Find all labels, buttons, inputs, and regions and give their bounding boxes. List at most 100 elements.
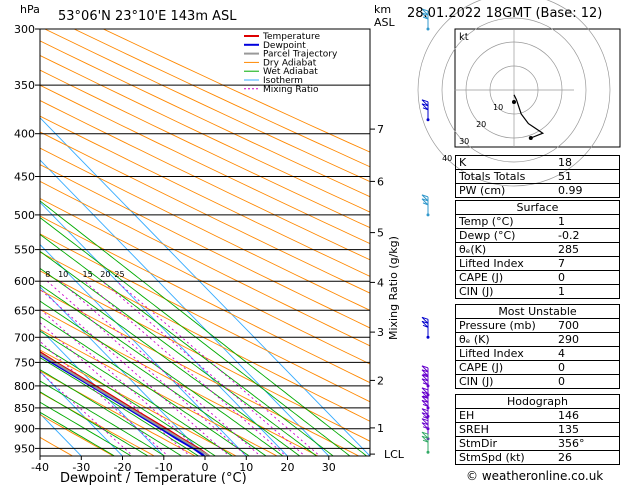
table-row: StmDir 356° <box>455 436 620 451</box>
dry-adiabat-line <box>40 251 370 422</box>
km-tick-label: 1 <box>377 422 384 435</box>
row-value: 135 <box>555 422 620 437</box>
most-unstable-table: Most Unstable Pressure (mb) 700 θₑ (K) 290 Li… <box>455 304 620 389</box>
pressure-tick-label: 450 <box>14 171 35 184</box>
pressure-tick-label: 300 <box>14 23 35 36</box>
dry-adiabat-line <box>40 414 115 456</box>
wet-adiabat-line <box>40 357 200 456</box>
wet-adiabat-line <box>40 217 351 456</box>
row-value: 26 <box>555 450 620 465</box>
table-title: Hodograph <box>455 394 620 409</box>
wet-adiabat-line <box>40 200 368 456</box>
legend-entry: Dewpoint <box>263 41 306 51</box>
hodograph-frame <box>454 28 621 148</box>
km-unit-label: km <box>374 3 391 16</box>
temperature-tick-label: 20 <box>281 461 295 474</box>
dry-adiabat-line <box>40 308 319 456</box>
wind-barb-flags <box>421 194 429 206</box>
row-label: Totals Totals <box>455 169 555 184</box>
wind-barb-flags <box>421 374 429 386</box>
mixing-ratio-line <box>40 340 169 456</box>
km-tick-label: 3 <box>377 326 384 339</box>
pressure-tick-label: 850 <box>14 402 35 415</box>
table-row: CAPE (J) 0 <box>455 270 620 285</box>
temperature-tick-label: 0 <box>202 461 209 474</box>
table-title: Most Unstable <box>455 304 620 319</box>
table-row: Pressure (mb) 700 <box>455 318 620 333</box>
hodograph-ring-label: 40 <box>442 154 452 163</box>
row-label: K <box>455 155 555 170</box>
table-row: CAPE (J) 0 <box>455 360 620 375</box>
temperature-tick-label: -40 <box>31 461 49 474</box>
mixing-ratio-line <box>84 280 287 456</box>
mixing-ratio-line <box>40 322 191 456</box>
row-value: 0 <box>555 270 620 285</box>
mixing-ratio-label: 4 <box>7 270 12 279</box>
wet-adiabat-line <box>40 250 318 456</box>
pressure-tick-label: 750 <box>14 356 35 369</box>
row-label: CIN (J) <box>455 374 555 389</box>
wet-adiabat-line <box>40 344 217 456</box>
hodograph-unit-label: kt <box>459 32 469 43</box>
table-row: θₑ (K) 290 <box>455 332 620 347</box>
mixing-ratio-line <box>59 280 261 456</box>
wind-barb-base <box>426 335 430 339</box>
dry-adiabat-line <box>40 147 370 311</box>
hodograph-ring-label: 30 <box>459 137 469 146</box>
mixing-ratio-line <box>40 371 134 456</box>
row-label: StmDir <box>455 436 555 451</box>
wet-adiabat-line <box>40 369 183 456</box>
row-label: Pressure (mb) <box>455 318 555 333</box>
row-label: Lifted Index <box>455 256 555 271</box>
mixing-ratio-label: 8 <box>45 270 50 279</box>
wet-adiabat-line <box>40 316 250 456</box>
pressure-tick-label: 500 <box>14 209 35 222</box>
row-label: EH <box>455 408 555 423</box>
wet-adiabat-line <box>40 300 267 456</box>
legend-entry: Parcel Trajectory <box>263 50 338 60</box>
row-label: CAPE (J) <box>455 360 555 375</box>
isotherm-line <box>40 370 124 456</box>
row-label: Dewp (°C) <box>455 228 555 243</box>
row-label: θₑ(K) <box>455 242 555 257</box>
table-row: Dewp (°C) -0.2 <box>455 228 620 243</box>
x-axis-title: Dewpoint / Temperature (°C) <box>60 471 247 486</box>
pressure-tick-label: 400 <box>14 128 35 141</box>
row-value: 18 <box>555 155 620 170</box>
row-label: PW (cm) <box>455 183 555 198</box>
row-label: Temp (°C) <box>455 214 555 229</box>
mixing-ratio-axis-title: Mixing Ratio (g/kg) <box>387 236 400 340</box>
table-row: PW (cm) 0.99 <box>455 183 620 198</box>
row-value: 146 <box>555 408 620 423</box>
axes: 3003504004505005506006507007508008509009… <box>14 23 405 474</box>
table-row: Lifted Index 4 <box>455 346 620 361</box>
table-row: EH 146 <box>455 408 620 423</box>
wind-barb-flags <box>421 408 429 420</box>
table-row: CIN (J) 1 <box>455 284 620 299</box>
temperature-tick-label: -20 <box>114 461 132 474</box>
mixing-ratio-label: 10 <box>58 270 68 279</box>
isotherm-line <box>40 117 370 456</box>
surface-table: Surface Temp (°C) 1 Dewp (°C) -0.2 θₑ(K) 285 Li… <box>455 200 620 299</box>
hodograph-ring-label: 10 <box>493 103 503 112</box>
dry-adiabat-line <box>40 289 360 456</box>
date-label: 28.01.2022 18GMT (Base: 12) <box>407 6 603 21</box>
pressure-tick-label: 800 <box>14 380 35 393</box>
table-row: K 18 <box>455 155 620 170</box>
wind-barb-flags <box>421 99 429 111</box>
wind-barb-flags <box>421 8 429 20</box>
dry-adiabat-line <box>40 164 370 329</box>
wet-adiabat-line <box>40 380 166 456</box>
row-value: 290 <box>555 332 620 347</box>
row-value: 0 <box>555 374 620 389</box>
wind-barb-base <box>426 450 430 454</box>
wind-barbs <box>421 8 430 454</box>
table-row: StmSpd (kt) 26 <box>455 450 620 465</box>
asl-unit-label: ASL <box>374 16 396 29</box>
row-label: CIN (J) <box>455 284 555 299</box>
dry-adiabat-line <box>40 328 278 456</box>
hodograph-ring-label: 20 <box>476 120 486 129</box>
wind-barb-flags <box>421 431 429 443</box>
dry-adiabat-line <box>40 391 156 456</box>
temperature-tick-label: 30 <box>322 461 336 474</box>
